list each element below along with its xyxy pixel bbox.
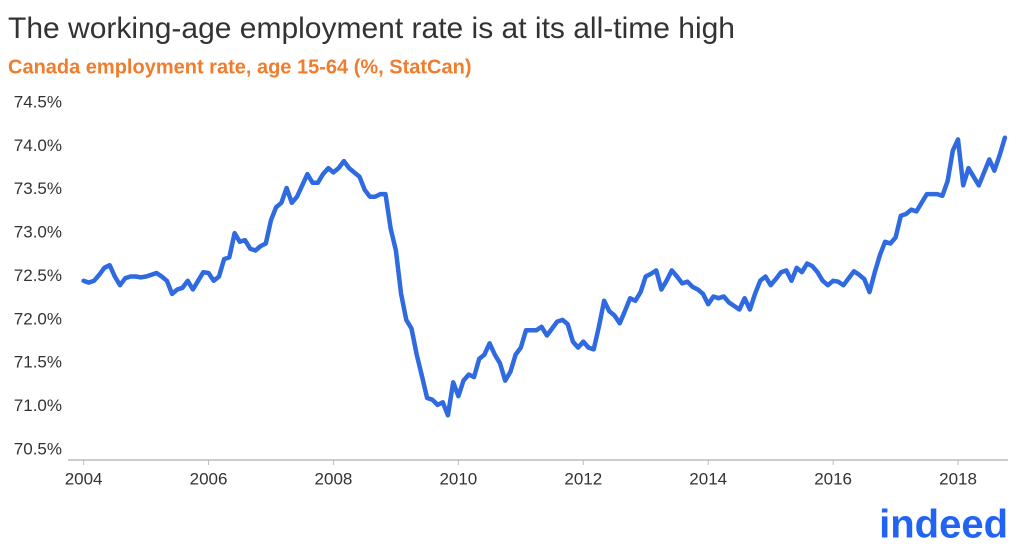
y-tick-label: 71.5% — [14, 353, 62, 372]
brand-logo: indeed — [879, 503, 1008, 547]
chart-subtitle: Canada employment rate, age 15-64 (%, St… — [8, 56, 471, 78]
chart-title: The working-age employment rate is at it… — [8, 12, 735, 45]
x-tick-label: 2016 — [814, 469, 852, 488]
y-tick-label: 71.0% — [14, 396, 62, 415]
y-tick-label: 72.0% — [14, 309, 62, 328]
y-tick-label: 73.0% — [14, 223, 62, 242]
data-line — [81, 135, 1008, 418]
y-tick-label: 73.5% — [14, 179, 62, 198]
y-tick-label: 74.5% — [14, 92, 62, 111]
y-tick-label: 72.5% — [14, 266, 62, 285]
x-tick-label: 2018 — [939, 469, 977, 488]
x-tick-label: 2010 — [439, 469, 477, 488]
x-tick-label: 2012 — [564, 469, 602, 488]
x-tick-label: 2008 — [315, 469, 353, 488]
x-tick-label: 2006 — [190, 469, 228, 488]
x-tick-label: 2004 — [65, 469, 103, 488]
x-tick-label: 2014 — [689, 469, 727, 488]
y-tick-label: 70.5% — [14, 439, 62, 458]
y-tick-label: 74.0% — [14, 136, 62, 155]
